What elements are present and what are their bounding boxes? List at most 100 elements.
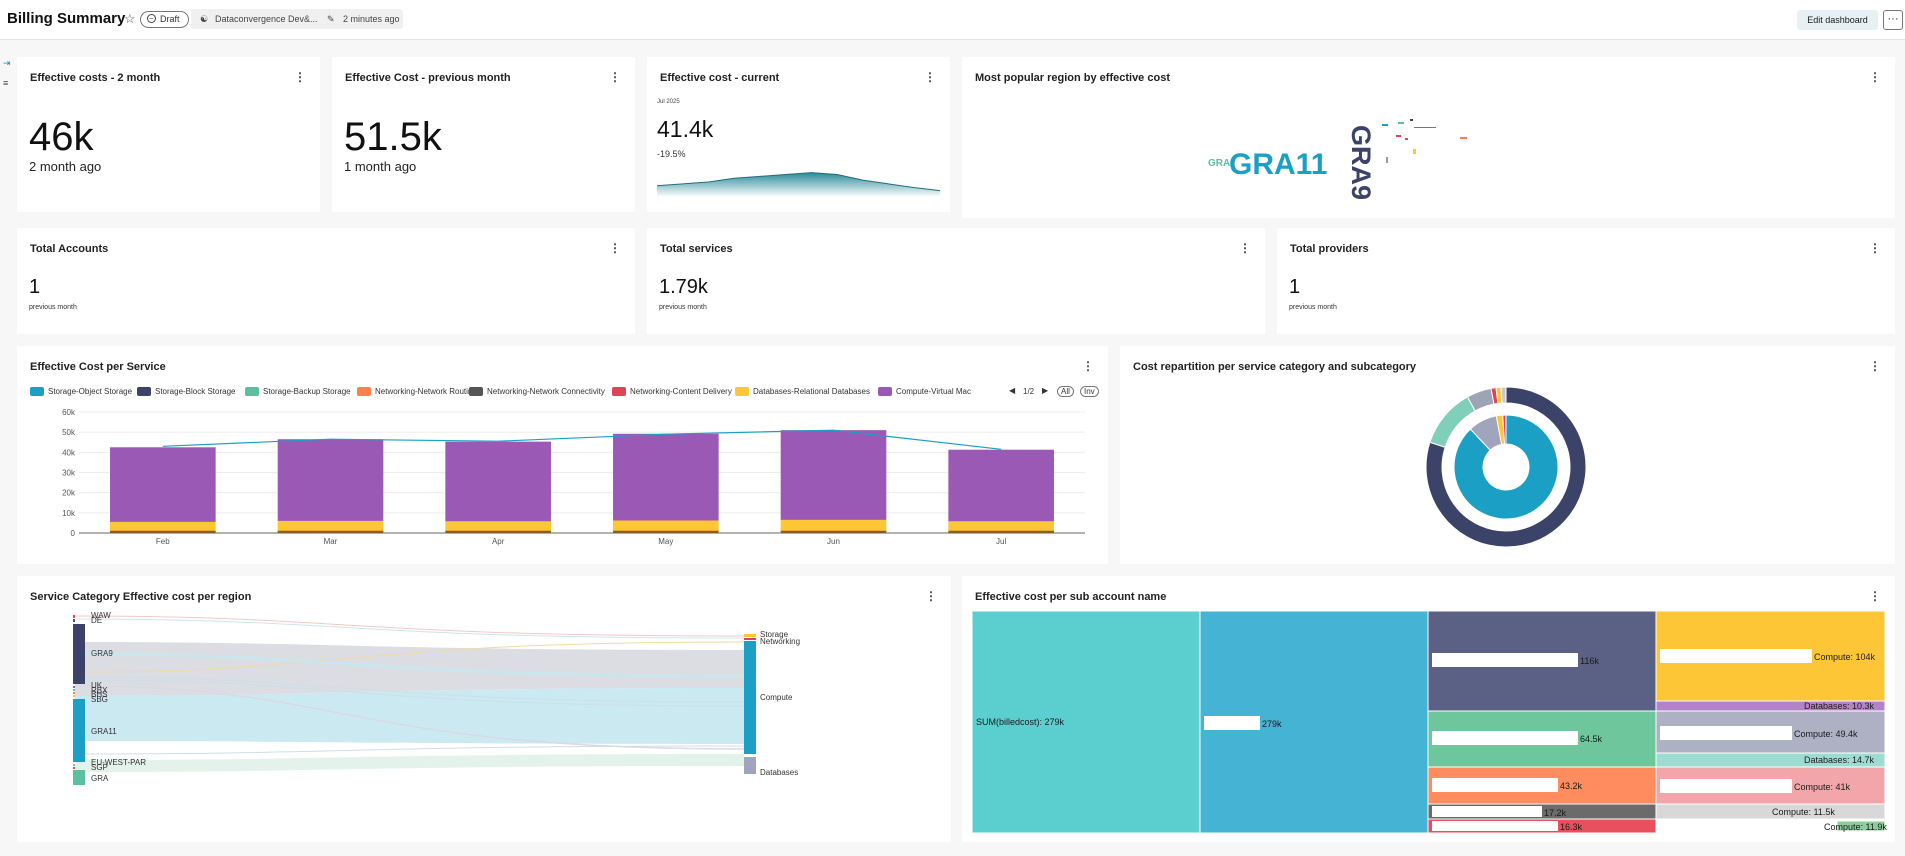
kpi-card-previous-month: Effective Cost - previous month ⋮ 51.5k … (332, 57, 635, 212)
flow-de (74, 618, 745, 639)
legend-invert-button[interactable]: Inv (1080, 386, 1099, 397)
kpi-subtitle: previous month (29, 304, 77, 311)
treemap-cell[interactable] (1836, 820, 1886, 832)
node-gra11[interactable] (73, 699, 85, 762)
y-tick-label: 30k (62, 469, 76, 478)
small-word (1410, 119, 1413, 121)
node-gra9[interactable] (73, 624, 85, 684)
card-menu-icon[interactable]: ⋮ (609, 241, 621, 255)
card-menu-icon[interactable]: ⋮ (1869, 70, 1881, 84)
card-menu-icon[interactable]: ⋮ (1869, 589, 1881, 603)
legend-page-indicator: 1/2 (1023, 387, 1035, 396)
card-menu-icon[interactable]: ⋮ (609, 70, 621, 84)
flow-small (74, 676, 745, 703)
sankey-chart: WAW DE GRA9 UK RBX BHS SBG GRA11 EU-WEST… (73, 611, 800, 785)
owner-label[interactable]: Dataconvergence Dev&... (215, 14, 318, 24)
bar-base-segment (110, 530, 216, 533)
legend-label: Networking-Network Routing (375, 387, 477, 396)
label-eu-west-par: EU-WEST-PAR (91, 758, 146, 767)
label-mask (1432, 778, 1558, 792)
sparkline-area (657, 172, 940, 197)
status-badge-label: Draft (160, 14, 180, 24)
kpi-change: -19.5% (657, 149, 686, 159)
node-networking[interactable] (744, 638, 756, 640)
word-gra: GRA (1208, 158, 1230, 169)
sunburst-outer-slice (1500, 386, 1507, 404)
treemap-label: 16.3k (1560, 822, 1583, 832)
edit-dashboard-button[interactable]: Edit dashboard (1797, 10, 1878, 30)
node-sgp[interactable] (73, 767, 75, 769)
node-rbx[interactable] (73, 689, 75, 691)
kpi-value: 46k (29, 115, 94, 159)
card-title: Effective cost per sub account name (975, 591, 1167, 603)
word-gra9: GRA9 (1346, 125, 1376, 200)
treemap-label: 43.2k (1560, 781, 1583, 791)
node-gra[interactable] (73, 770, 85, 785)
filter-icon[interactable]: ≡ (3, 78, 9, 88)
treemap-card: Effective cost per sub account name ⋮ (962, 576, 1895, 842)
flow-storage (74, 641, 745, 673)
legend-all-button[interactable]: All (1057, 386, 1074, 397)
node-uk[interactable] (73, 686, 75, 688)
card-title: Total Accounts (30, 243, 109, 255)
node-sbg[interactable] (73, 695, 75, 697)
node-storage[interactable] (744, 634, 756, 637)
bar-segment (948, 449, 1054, 522)
card-title: Total providers (1290, 243, 1369, 255)
word-gra11: GRA11 (1229, 148, 1327, 181)
next-page-icon[interactable]: ▶ (1042, 386, 1049, 395)
small-word (1405, 138, 1408, 140)
expand-icon[interactable]: ⇥ (3, 58, 11, 68)
kpi-card-accounts: Total Accounts ⋮ 1 previous month (17, 228, 635, 334)
card-menu-icon[interactable]: ⋮ (1869, 359, 1881, 373)
sunburst-inner-slice (1453, 414, 1559, 520)
label-databases: Databases (760, 768, 798, 777)
bar-segment (110, 521, 216, 533)
bar-base-segment (277, 530, 384, 533)
page-title: Billing Summary (7, 10, 126, 27)
card-title: Total services (660, 243, 733, 255)
treemap-cell[interactable] (1655, 803, 1886, 820)
bar-segment (780, 519, 887, 533)
treemap-cell[interactable] (971, 610, 1201, 834)
small-word (1414, 127, 1436, 128)
dashboard-header: Billing Summary ☆ – Draft ☯ Dataconverge… (0, 0, 1905, 40)
service-cost-chart-card: Effective Cost per Service ⋮ Storage-Obj… (17, 346, 1108, 564)
node-de[interactable] (73, 619, 75, 622)
card-menu-icon[interactable]: ⋮ (924, 70, 936, 84)
bar-segment (948, 521, 1054, 533)
card-menu-icon[interactable]: ⋮ (1869, 241, 1881, 255)
flow-waw (74, 615, 745, 637)
sankey-card: Service Category Effective cost per regi… (17, 576, 951, 842)
node-bhs[interactable] (73, 692, 75, 694)
bar-base-segment (613, 530, 719, 533)
y-tick-label: 20k (62, 489, 76, 498)
y-tick-label: 40k (62, 448, 76, 457)
kpi-value: 1.79k (659, 276, 708, 298)
more-options-button[interactable]: ··· (1883, 10, 1903, 30)
node-databases[interactable] (744, 757, 756, 774)
treemap-label: Compute: 11.5k (1772, 807, 1835, 817)
card-menu-icon[interactable]: ⋮ (294, 70, 306, 84)
dashboard-metadata: ☯ Dataconvergence Dev&... ✎ 2 minutes ag… (191, 9, 403, 29)
treemap-label: Compute: 41k (1794, 782, 1851, 792)
kpi-value: 51.5k (344, 115, 442, 159)
node-waw[interactable] (73, 615, 75, 618)
prev-page-icon[interactable]: ◀ (1009, 386, 1016, 395)
card-title: Cost repartition per service category an… (1133, 361, 1417, 373)
x-tick-label: Jun (827, 537, 840, 546)
label-mask (1432, 653, 1578, 667)
node-eu-west-par[interactable] (73, 764, 75, 766)
card-menu-icon[interactable]: ⋮ (925, 589, 937, 603)
treemap-label: 279k (1262, 719, 1282, 729)
star-icon[interactable]: ☆ (124, 11, 136, 26)
label-mask (1660, 649, 1812, 663)
kpi-value: 1 (1289, 276, 1301, 298)
legend-swatch (469, 387, 483, 396)
treemap-chart: SUM(billedcost): 279k 279k 116k 64.5k 43… (971, 610, 1887, 834)
card-menu-icon[interactable]: ⋮ (1082, 359, 1094, 373)
wordcloud: GRA GRA11 GRA9 (1208, 119, 1467, 200)
small-word (1382, 124, 1388, 126)
card-menu-icon[interactable]: ⋮ (1239, 241, 1251, 255)
node-compute[interactable] (744, 641, 756, 754)
